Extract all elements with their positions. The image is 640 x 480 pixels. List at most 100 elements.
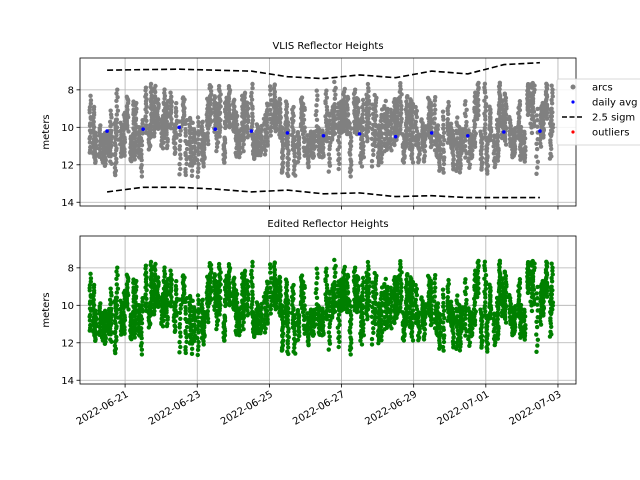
- arc-point: [417, 148, 422, 153]
- edited-point: [122, 331, 127, 336]
- arc-point: [441, 130, 447, 135]
- edited-point: [285, 341, 290, 346]
- arc-point: [277, 120, 283, 125]
- edited-point: [327, 291, 332, 296]
- arc-point: [178, 128, 183, 133]
- edited-point: [361, 297, 366, 302]
- arc-point: [369, 164, 375, 169]
- arc-point: [534, 154, 539, 159]
- edited-point: [455, 293, 460, 298]
- arc-point: [118, 142, 123, 147]
- arc-point: [502, 138, 508, 144]
- edited-point: [195, 347, 201, 353]
- daily-avg-point: [465, 133, 470, 138]
- arc-point: [195, 174, 200, 180]
- arc-point: [249, 90, 254, 96]
- arc-point: [108, 130, 114, 136]
- arc-point: [445, 111, 451, 117]
- arc-point: [365, 138, 370, 144]
- edited-point: [285, 300, 291, 306]
- daily-avg-point: [357, 132, 362, 136]
- edited-point: [214, 322, 220, 328]
- edited-point: [389, 326, 394, 331]
- arc-point: [199, 120, 205, 125]
- arc-point: [437, 148, 443, 153]
- edited-point: [360, 275, 366, 281]
- arc-point: [310, 155, 316, 160]
- arc-point: [384, 132, 390, 137]
- arc-point: [250, 106, 255, 111]
- arc-point: [165, 106, 170, 111]
- daily-avg-point: [538, 129, 542, 133]
- edited-point: [285, 313, 290, 319]
- edited-point: [441, 348, 446, 353]
- arc-point: [485, 171, 490, 176]
- legend-arcs-marker: [570, 84, 576, 90]
- arc-point: [114, 104, 119, 109]
- arc-point: [160, 146, 166, 151]
- arc-point: [332, 108, 337, 114]
- arc-point: [305, 133, 310, 138]
- arc-point: [234, 115, 239, 120]
- arc-point: [148, 124, 154, 130]
- edited-point: [373, 281, 378, 287]
- arc-point: [178, 152, 183, 157]
- arc-point: [301, 117, 307, 122]
- edited-point: [295, 337, 301, 342]
- edited-point: [178, 316, 183, 321]
- edited-point: [306, 342, 311, 348]
- edited-point: [314, 295, 320, 300]
- arc-point: [385, 123, 391, 129]
- edited-point: [462, 322, 468, 327]
- edited-point: [476, 291, 481, 296]
- arc-point: [161, 140, 166, 145]
- arc-point: [156, 126, 161, 131]
- arc-point: [535, 159, 541, 165]
- arc-point: [300, 132, 306, 137]
- edited-point: [206, 319, 211, 325]
- arc-point: [193, 140, 198, 145]
- arc-point: [114, 125, 120, 130]
- edited-point: [108, 301, 113, 307]
- arc-point: [201, 164, 206, 169]
- arc-point: [348, 135, 354, 140]
- edited-point: [378, 324, 384, 329]
- arc-point: [429, 139, 434, 145]
- arc-point: [279, 130, 285, 136]
- arc-point: [126, 129, 131, 134]
- edited-point: [314, 266, 319, 271]
- arc-point: [414, 128, 420, 134]
- daily-avg-point: [321, 133, 326, 138]
- edited-point: [367, 299, 372, 304]
- edited-point: [144, 296, 149, 302]
- arc-point: [388, 142, 393, 147]
- edited-point: [445, 289, 451, 295]
- arc-point: [267, 102, 273, 107]
- arc-point: [348, 152, 353, 157]
- arc-point: [292, 163, 297, 169]
- edited-point: [91, 293, 96, 298]
- arc-point: [313, 144, 319, 149]
- arc-point: [327, 156, 332, 161]
- top-x-ticks: [124, 206, 559, 210]
- arc-point: [133, 102, 138, 108]
- arc-point: [349, 162, 354, 167]
- arc-point: [207, 102, 213, 108]
- arc-point: [152, 127, 157, 132]
- arc-point: [217, 134, 222, 139]
- top-y-tick-label: 10: [61, 123, 74, 134]
- daily-avg-point: [177, 125, 181, 130]
- edited-point: [365, 307, 371, 312]
- arc-point: [440, 142, 446, 147]
- arc-point: [103, 158, 108, 163]
- edited-point: [365, 259, 371, 265]
- arc-point: [345, 107, 350, 112]
- edited-point: [144, 287, 149, 293]
- arc-point: [378, 118, 384, 124]
- arc-point: [184, 117, 190, 123]
- edited-point: [358, 338, 363, 343]
- arc-point: [233, 130, 238, 135]
- arc-point: [259, 137, 264, 142]
- arc-point: [236, 141, 242, 146]
